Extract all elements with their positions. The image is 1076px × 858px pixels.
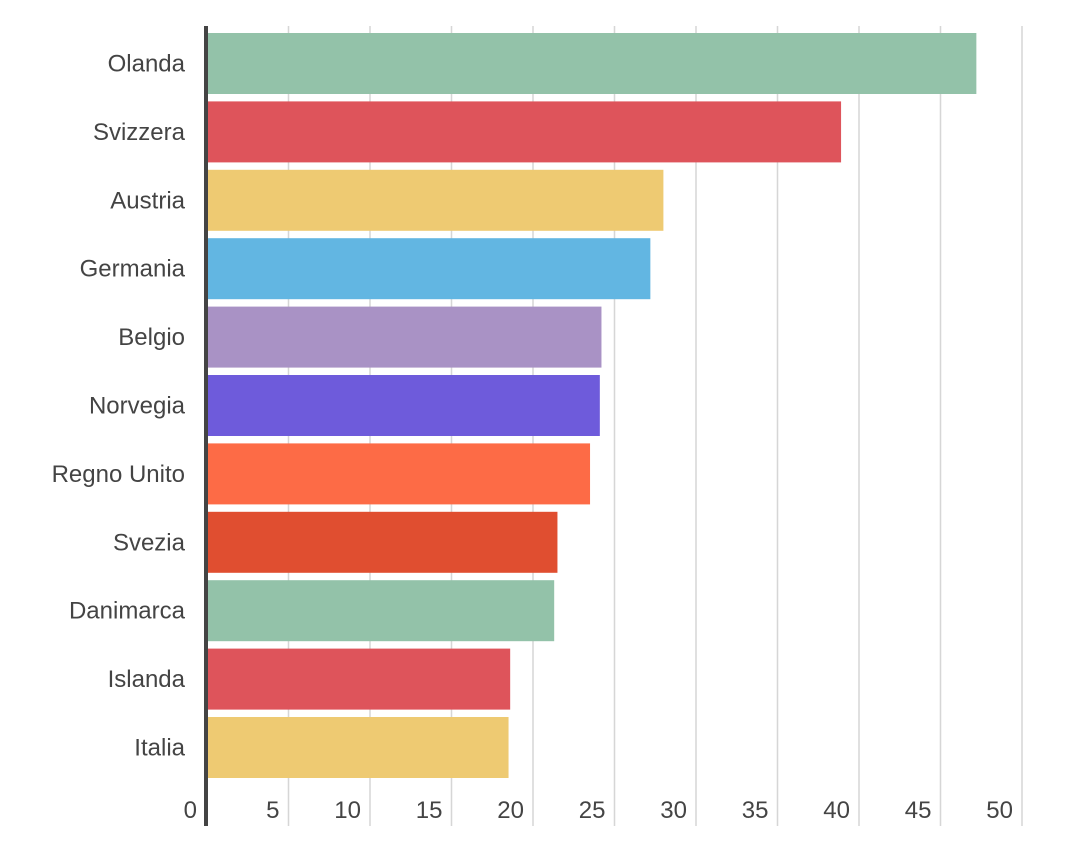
x-tick-label: 5	[266, 797, 279, 824]
bar	[207, 717, 509, 778]
bar	[207, 375, 600, 436]
bar	[207, 238, 651, 300]
category-label: Belgio	[118, 324, 185, 351]
x-tick-label: 20	[497, 797, 524, 824]
bar	[207, 443, 591, 505]
bar	[207, 33, 977, 94]
category-label: Italia	[134, 735, 185, 762]
bar	[207, 511, 558, 573]
x-tick-label: 15	[416, 797, 443, 824]
category-label: Norvegia	[89, 393, 186, 420]
category-label: Germania	[80, 256, 186, 283]
x-tick-label: 50	[986, 797, 1013, 824]
bar	[207, 580, 555, 642]
bar	[207, 648, 511, 710]
category-label: Danimarca	[69, 598, 186, 625]
category-labels: Olanda Svizzera Austria Germania Belgio Norve…	[52, 51, 186, 762]
x-tick-label: 45	[905, 797, 932, 824]
category-label: Svezia	[113, 529, 186, 556]
category-label: Olanda	[108, 51, 186, 78]
x-tick-label: 25	[579, 797, 606, 824]
category-label: Austria	[110, 187, 185, 214]
x-tick-label: 10	[334, 797, 361, 824]
x-tick-labels: 0 5 10 15 20 25 30 35 40 45 50	[184, 797, 1013, 824]
x-tick-label: 0	[184, 797, 197, 824]
x-tick-label: 30	[660, 797, 687, 824]
bar	[207, 169, 664, 231]
bar	[207, 306, 602, 368]
x-tick-label: 40	[823, 797, 850, 824]
bars	[207, 33, 977, 778]
x-tick-label: 35	[742, 797, 769, 824]
category-label: Islanda	[108, 666, 186, 693]
category-label: Regno Unito	[52, 461, 185, 488]
bar	[207, 101, 842, 163]
category-label: Svizzera	[93, 119, 186, 146]
